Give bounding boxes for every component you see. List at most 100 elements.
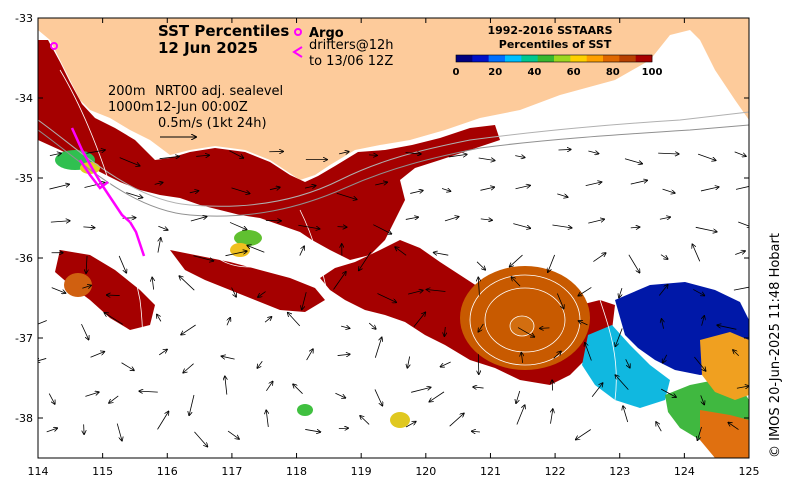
x-tick-label: 122 <box>545 465 566 478</box>
colorbar-swatch <box>488 55 506 62</box>
velocity-arrow <box>513 223 530 229</box>
velocity-arrow <box>661 319 663 329</box>
velocity-arrow <box>86 150 105 154</box>
velocity-arrow <box>625 359 630 367</box>
argo-legend-label: Argo <box>309 26 344 41</box>
yellow-patch-119 <box>390 412 410 428</box>
velocity-arrow <box>90 352 105 358</box>
velocity-arrow <box>658 153 679 154</box>
orange-se <box>700 410 749 458</box>
velocity-arrow <box>159 156 179 158</box>
velocity-arrow <box>119 157 140 166</box>
colorbar-ticks: 0 20 40 60 80 100 <box>453 67 663 78</box>
velocity-arrow <box>588 219 604 224</box>
velocity-arrow <box>694 356 705 371</box>
velocity-arrow <box>368 155 377 156</box>
x-tick-label: 123 <box>609 465 630 478</box>
velocity-arrow <box>368 322 376 329</box>
velocity-arrow <box>628 254 640 273</box>
velocity-arrow <box>663 354 668 363</box>
x-tick-label: 125 <box>739 465 760 478</box>
velocity-arrow <box>434 252 449 256</box>
velocity-arrow <box>472 431 480 432</box>
velocity-arrow <box>552 224 571 228</box>
velocity-arrow <box>359 251 372 270</box>
velocity-arrow <box>360 416 370 425</box>
drifter-track-2 <box>128 221 146 257</box>
velocity-arrow <box>266 381 272 392</box>
velocity-arrow <box>38 320 47 325</box>
vector-scale-label: 0.5m/s (1kt 24h) <box>158 116 267 131</box>
velocity-arrow <box>478 277 479 296</box>
colorbar-title2: Percentiles of SST <box>499 38 612 51</box>
title-line1: SST Percentiles <box>158 22 289 40</box>
velocity-arrow <box>697 426 702 440</box>
velocity-arrow <box>515 156 524 158</box>
colorbar <box>455 54 653 63</box>
colorbar-tick-label: 40 <box>527 67 541 78</box>
velocity-arrow <box>717 325 737 330</box>
velocity-arrow <box>257 361 263 368</box>
velocity-arrow <box>540 328 550 329</box>
y-tick-label: -35 <box>15 172 33 185</box>
velocity-arrow <box>413 312 425 327</box>
y-tick-label: -33 <box>15 12 33 25</box>
velocity-arrow <box>510 254 523 267</box>
velocity-arrow <box>405 422 416 428</box>
velocity-arrow <box>557 193 567 197</box>
velocity-arrow <box>630 227 640 228</box>
colorbar-swatch <box>603 55 620 62</box>
velocity-arrow <box>619 287 622 297</box>
x-tick-label: 115 <box>92 465 113 478</box>
velocity-arrow <box>405 217 418 219</box>
velocity-arrow <box>181 324 196 335</box>
velocity-arrow <box>480 187 494 191</box>
velocity-arrow <box>591 383 603 397</box>
velocity-arrow <box>152 278 153 290</box>
velocity-arrow <box>660 254 668 259</box>
x-tick-label: 116 <box>157 465 178 478</box>
velocity-arrow <box>480 219 492 220</box>
green-patch-117 <box>234 230 262 246</box>
velocity-arrow <box>734 151 746 156</box>
velocity-arrow <box>49 184 69 190</box>
title-line2: 12 Jun 2025 <box>158 39 258 57</box>
velocity-arrow <box>441 189 451 192</box>
velocity-arrow <box>48 393 55 405</box>
velocity-arrow <box>46 428 58 433</box>
depth-1000m-label: 1000m <box>108 100 154 115</box>
velocity-arrow <box>441 361 451 367</box>
velocity-arrow <box>157 314 162 322</box>
colorbar-tick-label: 100 <box>642 67 663 78</box>
velocity-arrow <box>411 387 431 393</box>
velocity-arrow <box>229 222 247 229</box>
velocity-arrow <box>38 358 47 361</box>
colorbar-outline <box>455 54 653 63</box>
colorbar-swatch <box>505 55 522 62</box>
velocity-arrow <box>85 392 98 397</box>
velocity-arrow <box>121 362 134 371</box>
velocity-arrow <box>227 430 239 439</box>
x-tick-label: 120 <box>415 465 436 478</box>
velocity-arrow <box>697 153 716 160</box>
velocity-arrow <box>579 321 588 326</box>
velocity-arrow <box>405 153 421 155</box>
colorbar-swatch <box>570 55 587 62</box>
time-label: 12-Jun 00:00Z <box>155 100 248 115</box>
velocity-arrow <box>104 313 124 325</box>
velocity-arrow <box>81 323 88 339</box>
drifter-track-3 <box>78 159 109 190</box>
velocity-arrow <box>375 182 387 185</box>
velocity-arrow <box>738 221 749 227</box>
velocity-arrow <box>630 180 647 185</box>
velocity-arrow <box>395 247 407 256</box>
colorbar-swatch <box>521 55 538 62</box>
velocity-arrow <box>49 153 61 155</box>
colorbar-swatch <box>635 55 653 62</box>
velocity-arrow <box>521 353 522 363</box>
drifter-legend-line2: to 13/06 12Z <box>309 54 393 69</box>
colorbar-swatch <box>537 55 555 62</box>
contour-1000m <box>38 124 749 217</box>
velocity-arrow <box>576 429 591 440</box>
